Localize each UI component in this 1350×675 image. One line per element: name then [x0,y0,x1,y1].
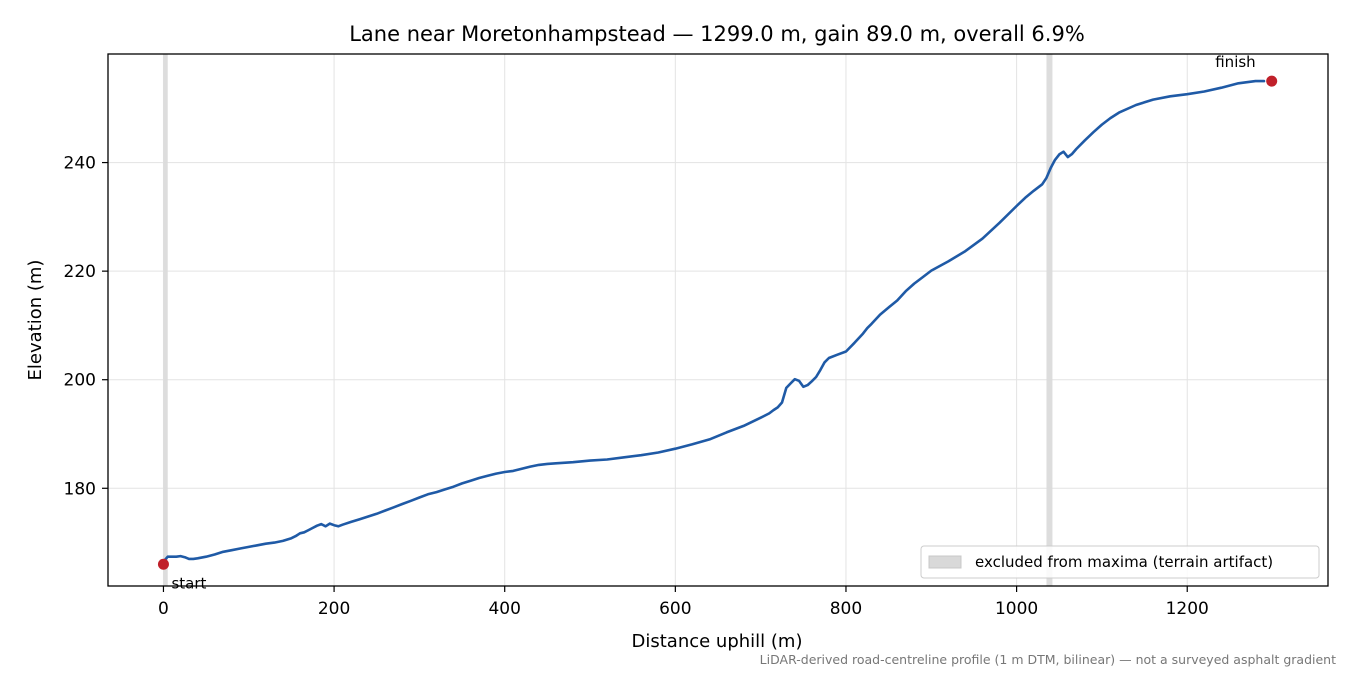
chart-title: Lane near Moretonhampstead — 1299.0 m, g… [349,22,1085,46]
legend-swatch [928,555,962,569]
data-layer: start finish [157,53,1278,592]
axis-ticks: 0 200 400 600 800 1000 1200 180 200 220 240 [64,154,1209,619]
elevation-line [162,79,1266,563]
x-tick-label: 400 [488,599,520,619]
x-tick-label: 600 [659,599,691,619]
x-tick-label: 800 [830,599,862,619]
legend-label: excluded from maxima (terrain artifact) [975,553,1273,571]
finish-point [1266,75,1278,87]
legend: excluded from maxima (terrain artifact) [920,545,1320,579]
start-label: start [171,574,206,592]
y-tick-label: 200 [64,371,96,391]
y-tick-label: 180 [64,479,96,499]
x-axis-label: Distance uphill (m) [632,631,803,652]
x-tick-label: 200 [318,599,350,619]
y-tick-label: 220 [64,262,96,282]
footnote: LiDAR-derived road-centreline profile (1… [759,652,1336,667]
x-tick-label: 1200 [1166,599,1209,619]
x-tick-label: 1000 [995,599,1038,619]
excluded-band [163,54,168,586]
x-tick-label: 0 [158,599,169,619]
gridlines [108,54,1328,586]
y-axis-label: Elevation (m) [25,260,46,381]
plot-frame [107,53,1329,587]
start-point [157,558,169,570]
legend-box [920,545,1320,579]
excluded-band [1046,54,1053,586]
y-tick-label: 240 [64,154,96,174]
finish-label: finish [1215,53,1255,71]
excluded-bands [163,54,1053,586]
